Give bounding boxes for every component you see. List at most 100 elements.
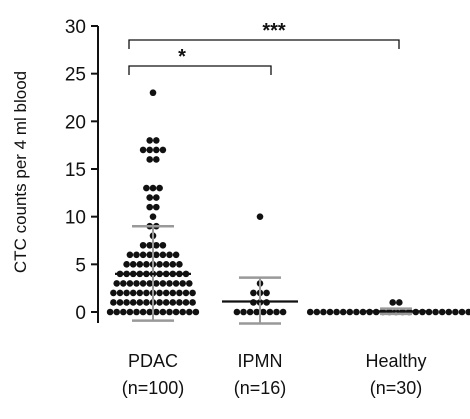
data-point-pdac bbox=[139, 308, 147, 316]
data-point-pdac bbox=[153, 241, 160, 249]
data-point-healthy bbox=[438, 308, 446, 316]
data-point-pdac bbox=[179, 280, 186, 287]
data-point-pdac bbox=[146, 146, 153, 154]
data-point-pdac bbox=[166, 251, 173, 259]
data-point-pdac bbox=[129, 261, 137, 268]
data-point-pdac bbox=[176, 289, 183, 297]
data-point-healthy bbox=[458, 308, 466, 316]
data-point-ipmn bbox=[253, 308, 260, 316]
data-point-healthy bbox=[306, 308, 314, 316]
data-point-ipmn bbox=[263, 289, 270, 297]
category-name-label: Healthy bbox=[365, 351, 426, 371]
y-tick-label: 25 bbox=[65, 65, 86, 86]
data-point-pdac bbox=[126, 280, 134, 287]
data-point-pdac bbox=[123, 261, 130, 268]
data-point-pdac bbox=[106, 308, 114, 316]
data-point-pdac bbox=[113, 280, 120, 287]
significance-brackets: **** bbox=[128, 20, 400, 75]
y-tick-label: 5 bbox=[75, 255, 86, 276]
data-point-pdac bbox=[146, 241, 153, 249]
y-tick-label: 30 bbox=[65, 17, 86, 38]
data-point-pdac bbox=[153, 137, 160, 144]
significance-bracket-pdac-healthy bbox=[128, 39, 400, 49]
data-point-pdac bbox=[116, 299, 124, 306]
data-point-healthy bbox=[346, 308, 354, 316]
category-labels: PDAC (n=100) IPMN (n=16) Healthy (n=30) bbox=[122, 351, 427, 398]
data-point-pdac bbox=[120, 280, 127, 287]
data-point-healthy bbox=[396, 299, 403, 306]
data-point-pdac bbox=[156, 184, 163, 192]
significance-label: * bbox=[178, 46, 186, 68]
data-point-pdac bbox=[133, 280, 140, 287]
significance-label: *** bbox=[262, 20, 286, 42]
data-point-pdac bbox=[126, 251, 134, 259]
data-point-ipmn bbox=[273, 308, 280, 316]
data-point-pdac bbox=[123, 299, 130, 306]
category-n-label: (n=16) bbox=[234, 378, 287, 398]
data-point-pdac bbox=[110, 299, 117, 306]
data-point-pdac bbox=[153, 194, 160, 201]
data-point-pdac bbox=[156, 261, 163, 268]
error-bars bbox=[115, 224, 426, 325]
category-name-label: IPMN bbox=[238, 351, 283, 371]
data-point-pdac bbox=[162, 261, 170, 268]
data-point-pdac bbox=[159, 308, 167, 316]
data-point-pdac bbox=[153, 146, 160, 154]
data-point-pdac bbox=[136, 299, 144, 306]
y-tick-label: 15 bbox=[65, 160, 86, 181]
data-point-pdac bbox=[139, 251, 147, 259]
data-points bbox=[106, 89, 470, 316]
data-point-pdac bbox=[153, 308, 160, 316]
data-point-pdac bbox=[143, 261, 150, 268]
data-point-pdac bbox=[166, 308, 173, 316]
data-point-pdac bbox=[169, 289, 177, 297]
data-point-pdac bbox=[159, 280, 167, 287]
data-point-pdac bbox=[153, 251, 160, 259]
data-point-pdac bbox=[136, 261, 144, 268]
data-point-pdac bbox=[153, 203, 160, 211]
data-point-ipmn bbox=[250, 289, 257, 297]
data-point-healthy bbox=[359, 308, 367, 316]
data-point-pdac bbox=[176, 261, 183, 268]
data-point-pdac bbox=[176, 299, 183, 306]
data-point-pdac bbox=[149, 213, 157, 220]
data-point-pdac bbox=[159, 251, 167, 259]
data-point-pdac bbox=[169, 261, 177, 268]
data-point-pdac bbox=[146, 251, 153, 259]
data-point-pdac bbox=[139, 280, 147, 287]
y-axis-title: CTC counts per 4 ml blood bbox=[11, 71, 30, 273]
data-point-pdac bbox=[146, 156, 153, 163]
data-point-pdac bbox=[186, 308, 193, 316]
category-name-label: PDAC bbox=[128, 351, 178, 371]
data-point-pdac bbox=[189, 289, 196, 297]
data-point-healthy bbox=[465, 308, 470, 316]
data-point-pdac bbox=[146, 308, 153, 316]
data-point-pdac bbox=[116, 289, 124, 297]
data-point-pdac bbox=[143, 184, 150, 192]
data-point-pdac bbox=[172, 308, 180, 316]
data-point-pdac bbox=[143, 289, 150, 297]
data-point-healthy bbox=[389, 299, 397, 306]
data-point-healthy bbox=[432, 308, 439, 316]
data-point-pdac bbox=[172, 251, 180, 259]
data-point-pdac bbox=[126, 308, 134, 316]
data-point-pdac bbox=[110, 289, 117, 297]
data-point-ipmn bbox=[260, 308, 267, 316]
y-tick-label: 0 bbox=[75, 303, 86, 324]
data-point-pdac bbox=[133, 308, 140, 316]
data-point-pdac bbox=[146, 194, 153, 201]
data-point-healthy bbox=[339, 308, 347, 316]
data-point-pdac bbox=[136, 289, 144, 297]
data-point-pdac bbox=[113, 308, 120, 316]
data-point-pdac bbox=[146, 280, 153, 287]
data-point-ipmn bbox=[279, 308, 287, 316]
data-point-pdac bbox=[162, 289, 170, 297]
data-point-pdac bbox=[172, 280, 180, 287]
data-point-healthy bbox=[313, 308, 321, 316]
data-point-pdac bbox=[153, 156, 160, 163]
data-point-pdac bbox=[146, 203, 153, 211]
data-point-pdac bbox=[156, 289, 163, 297]
data-point-healthy bbox=[320, 308, 327, 316]
data-point-pdac bbox=[169, 299, 177, 306]
